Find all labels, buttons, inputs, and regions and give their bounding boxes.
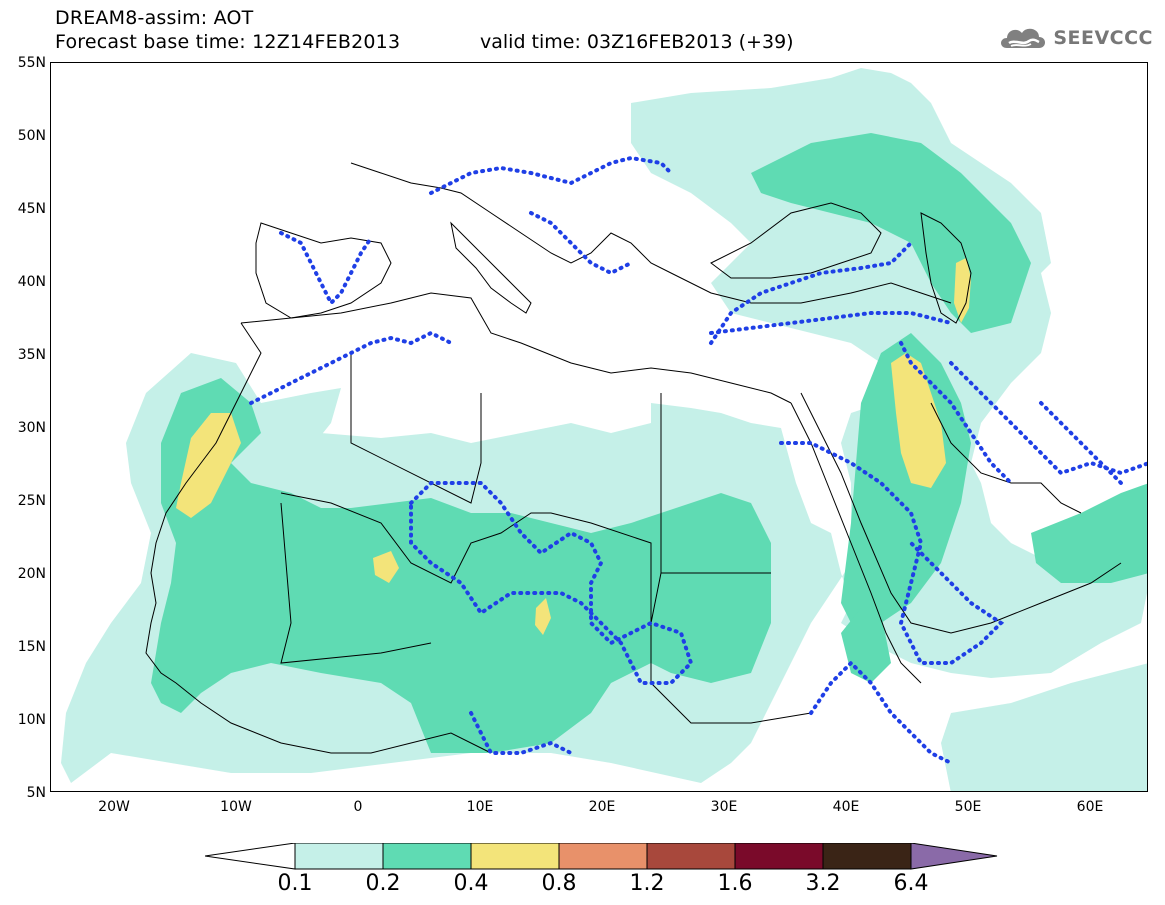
border-sahara-2 xyxy=(280,502,432,664)
colorbar-label-0.4: 0.4 xyxy=(453,871,489,896)
map-frame xyxy=(50,62,1148,792)
aot-region-iraq-high xyxy=(891,353,946,488)
coastline-persian-gulf xyxy=(930,402,1082,514)
logo-text: SEEVCCC xyxy=(1053,27,1153,49)
contour-anatolia xyxy=(709,241,913,345)
colorbar-box-1.6 xyxy=(734,843,824,870)
map-title: DREAM8-assim: AOT xyxy=(55,7,254,29)
coastlines-borders xyxy=(145,162,1122,754)
coastline-iberia xyxy=(255,222,392,319)
coastline-red-sea xyxy=(790,402,922,684)
lon-tick-0: 0 xyxy=(353,799,363,815)
contour-central-africa xyxy=(469,711,573,755)
contour-arabia xyxy=(779,441,1005,665)
colorbar-box-0.1 xyxy=(294,843,384,870)
colorbar-box-3.2 xyxy=(822,843,912,870)
contour-ethiopia xyxy=(809,660,953,765)
coastline-italy xyxy=(450,221,532,314)
lat-tick-5n: 5N xyxy=(26,785,46,801)
colorbar xyxy=(205,843,998,870)
colorbar-label-6.4: 6.4 xyxy=(893,871,929,896)
colorbar-box-1.2 xyxy=(646,843,736,870)
aot-region-morocco-high xyxy=(176,413,241,518)
contour-zagros xyxy=(899,341,1013,485)
aot-region-caucasus-high xyxy=(954,258,971,323)
colorbar-label-0.1: 0.1 xyxy=(277,871,313,896)
aot-region-niger-high xyxy=(373,551,399,583)
colorbar-arrow-high xyxy=(910,843,998,870)
aot-level-0.4 xyxy=(176,258,971,635)
lat-tick-35n: 35N xyxy=(17,347,46,363)
lon-tick-10e: 10E xyxy=(466,799,494,815)
contour-iberia xyxy=(279,231,373,307)
lon-tick-30e: 30E xyxy=(710,799,738,815)
lat-tick-20n: 20N xyxy=(17,566,46,582)
contour-alps xyxy=(429,155,673,195)
aot-region-arabia xyxy=(841,333,971,623)
lon-tick-10w: 10W xyxy=(220,799,252,815)
coastline-europe xyxy=(350,162,952,304)
colorbar-box-0.2 xyxy=(382,843,472,870)
lat-tick-50n: 50N xyxy=(17,128,46,144)
border-sudan xyxy=(650,572,812,724)
dotted-contours xyxy=(249,155,1147,765)
lon-tick-50e: 50E xyxy=(954,799,982,815)
colorbar-label-1.2: 1.2 xyxy=(629,871,665,896)
colorbar-label-0.2: 0.2 xyxy=(365,871,401,896)
colorbar-box-0.4 xyxy=(470,843,560,870)
lon-tick-60e: 60E xyxy=(1076,799,1104,815)
forecast-base-time: Forecast base time: 12Z14FEB2013 xyxy=(55,31,401,53)
lat-tick-30n: 30N xyxy=(17,420,46,436)
colorbar-box-0.8 xyxy=(558,843,648,870)
lat-tick-40n: 40N xyxy=(17,274,46,290)
aot-region-horn xyxy=(841,608,891,683)
contour-morocco xyxy=(249,330,453,405)
border-algeria xyxy=(350,353,482,504)
valid-time: valid time: 03Z16FEB2013 (+39) xyxy=(480,31,794,53)
lon-tick-20e: 20E xyxy=(588,799,616,815)
coastline-black-sea xyxy=(710,202,882,279)
coastline-west-africa xyxy=(145,322,492,754)
border-sahara-1 xyxy=(280,492,652,623)
contour-balkans xyxy=(529,211,633,276)
aot-region-east-light xyxy=(941,663,1147,791)
aot-region-sahel xyxy=(151,378,771,753)
coastline-north-africa xyxy=(240,292,792,404)
cloud-icon xyxy=(1001,28,1046,48)
seevccc-logo: SEEVCCC xyxy=(997,22,1153,54)
lat-tick-55n: 55N xyxy=(17,55,46,71)
colorbar-arrow-low xyxy=(205,843,296,870)
aot-region-chad-high xyxy=(535,598,551,635)
lat-tick-15n: 15N xyxy=(17,639,46,655)
contour-arabia-east xyxy=(1039,401,1123,485)
aot-map xyxy=(61,68,1147,791)
lat-tick-10n: 10N xyxy=(17,712,46,728)
lat-tick-25n: 25N xyxy=(17,493,46,509)
lat-tick-45n: 45N xyxy=(17,201,46,217)
coastline-arabia xyxy=(800,392,1122,634)
coastline-caspian xyxy=(920,212,972,324)
colorbar-label-0.8: 0.8 xyxy=(541,871,577,896)
lon-tick-40e: 40E xyxy=(832,799,860,815)
aot-region-oman xyxy=(1031,483,1147,583)
contour-iran xyxy=(949,361,1147,476)
lon-tick-20w: 20W xyxy=(98,799,130,815)
contour-sahara xyxy=(409,481,694,685)
contour-mediterranean xyxy=(709,311,953,335)
colorbar-label-3.2: 3.2 xyxy=(805,871,841,896)
title-block: DREAM8-assim: AOT Forecast base time: 12… xyxy=(55,6,400,54)
colorbar-label-1.6: 1.6 xyxy=(717,871,753,896)
